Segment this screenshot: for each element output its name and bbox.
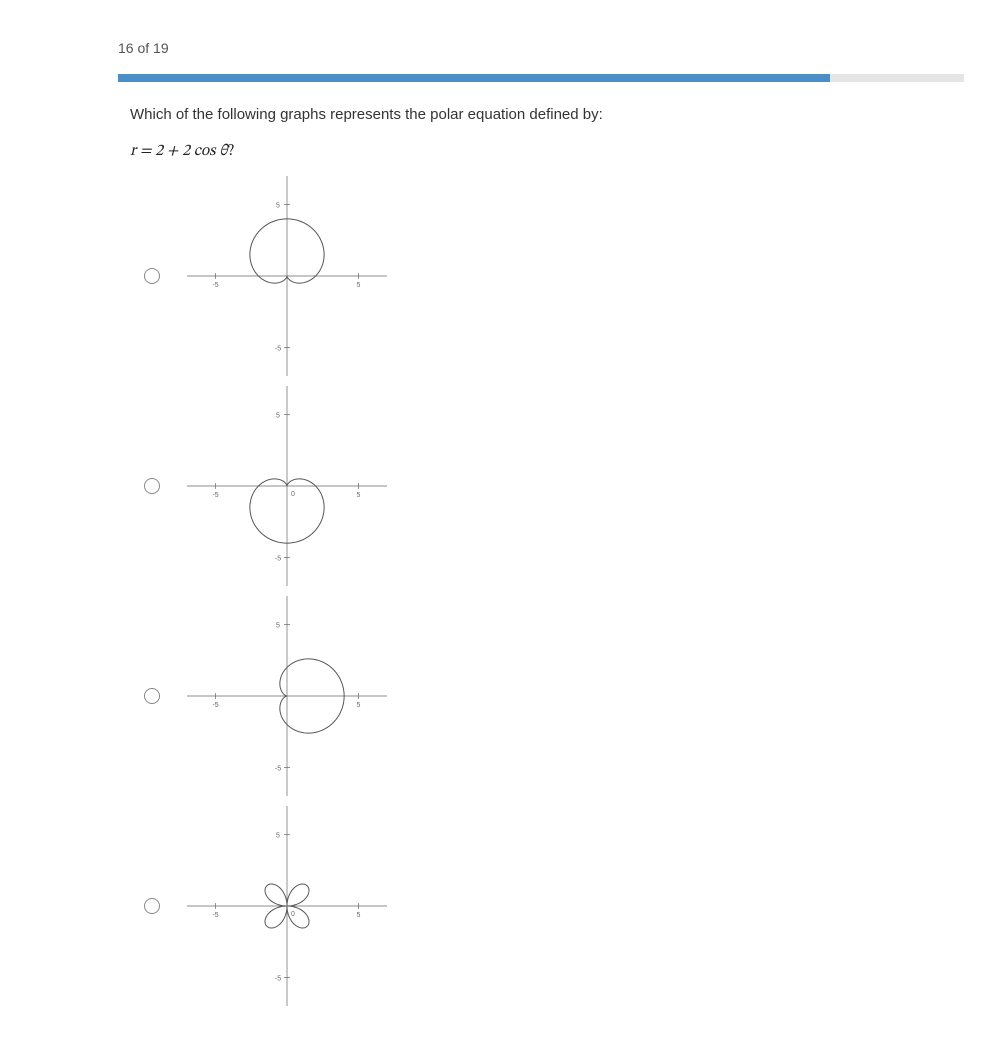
svg-text:5: 5 <box>276 202 280 209</box>
svg-text:5: 5 <box>356 912 360 919</box>
question-prompt: Which of the following graphs represents… <box>130 104 870 127</box>
svg-text:5: 5 <box>356 282 360 289</box>
svg-text:-5: -5 <box>275 555 281 562</box>
options-group: -5 5 -5 5 -5 5 -5 5 0 -5 5 -5 5 -5 5 -5 5 0 <box>130 171 870 1011</box>
progress-bar-fill <box>118 74 830 82</box>
svg-text:5: 5 <box>356 702 360 709</box>
option-d[interactable]: -5 5 -5 5 0 <box>130 801 870 1011</box>
polar-plot-c: -5 5 -5 5 <box>187 596 387 796</box>
radio-a[interactable] <box>144 268 160 284</box>
polar-plot-d: -5 5 -5 5 0 <box>187 806 387 1006</box>
option-graph-d: -5 5 -5 5 0 <box>182 801 392 1011</box>
option-c[interactable]: -5 5 -5 5 <box>130 591 870 801</box>
progress-counter: 16 of 19 <box>118 40 982 56</box>
option-graph-c: -5 5 -5 5 <box>182 591 392 801</box>
question-equation: r = 2 + 2 cos θ? <box>130 141 870 161</box>
option-graph-a: -5 5 -5 5 <box>182 171 392 381</box>
svg-text:0: 0 <box>291 491 295 498</box>
svg-text:5: 5 <box>276 412 280 419</box>
radio-b[interactable] <box>144 478 160 494</box>
svg-text:-5: -5 <box>275 345 281 352</box>
svg-text:-5: -5 <box>212 702 218 709</box>
svg-text:-5: -5 <box>212 912 218 919</box>
option-a[interactable]: -5 5 -5 5 <box>130 171 870 381</box>
svg-text:5: 5 <box>276 832 280 839</box>
svg-text:-5: -5 <box>212 282 218 289</box>
svg-text:-5: -5 <box>212 492 218 499</box>
option-b[interactable]: -5 5 -5 5 0 <box>130 381 870 591</box>
svg-text:5: 5 <box>276 622 280 629</box>
radio-c[interactable] <box>144 688 160 704</box>
svg-text:-5: -5 <box>275 765 281 772</box>
svg-text:-5: -5 <box>275 975 281 982</box>
polar-plot-a: -5 5 -5 5 <box>187 176 387 376</box>
polar-plot-b: -5 5 -5 5 0 <box>187 386 387 586</box>
radio-d[interactable] <box>144 898 160 914</box>
progress-bar-track <box>118 74 964 82</box>
svg-text:5: 5 <box>356 492 360 499</box>
option-graph-b: -5 5 -5 5 0 <box>182 381 392 591</box>
svg-text:0: 0 <box>291 911 295 918</box>
